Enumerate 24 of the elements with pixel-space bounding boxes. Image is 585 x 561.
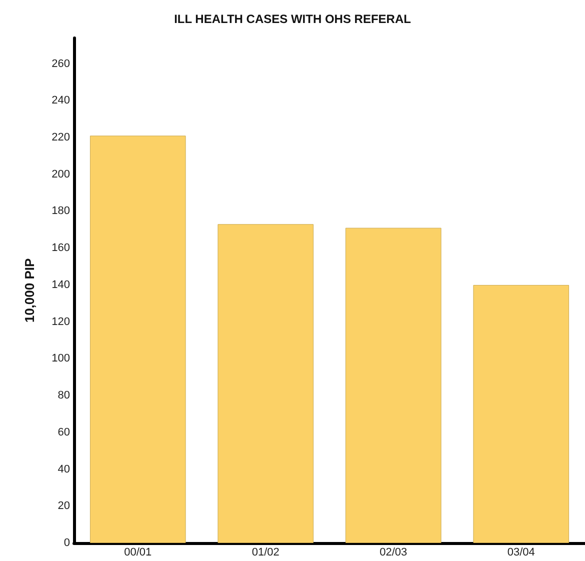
- y-tick-label: 120: [52, 316, 70, 328]
- y-tick-label: 0: [64, 537, 70, 549]
- x-tick-label: 01/02: [252, 546, 280, 558]
- y-tick-label: 20: [58, 500, 70, 512]
- bar: [345, 228, 442, 543]
- y-axis-title: 10,000 PIP: [22, 258, 37, 323]
- y-tick-label: 100: [52, 352, 70, 365]
- y-tick-label: 260: [52, 58, 70, 70]
- chart-title: ILL HEALTH CASES WITH OHS REFERAL: [174, 12, 411, 26]
- y-tick-label: 200: [52, 168, 70, 180]
- bar: [473, 284, 570, 543]
- y-tick-label: 40: [58, 463, 70, 476]
- bar: [218, 224, 314, 543]
- x-tick-label: 00/01: [124, 546, 152, 558]
- bar: [90, 136, 186, 543]
- y-tick-label: 180: [52, 205, 70, 218]
- y-tick-label: 140: [52, 278, 70, 291]
- x-tick-label: 02/03: [380, 546, 408, 558]
- y-tick-label: 60: [58, 426, 70, 438]
- y-tick-label: 80: [58, 390, 70, 402]
- y-tick-label: 240: [52, 94, 70, 107]
- y-tick-label: 160: [52, 242, 70, 254]
- x-tick-label: 03/04: [507, 546, 535, 558]
- y-tick-label: 220: [52, 132, 70, 144]
